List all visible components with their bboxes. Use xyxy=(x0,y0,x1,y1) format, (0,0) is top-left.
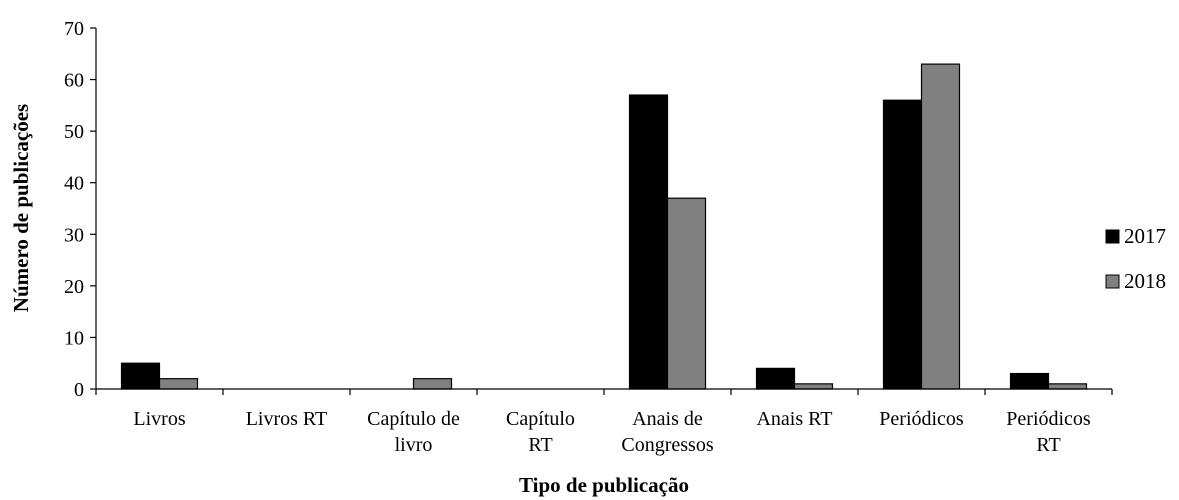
legend-label-2018: 2018 xyxy=(1124,269,1166,293)
bar-2018 xyxy=(666,197,707,390)
x-tick-label-line: Congressos xyxy=(621,434,713,456)
x-tick-label-line: Livros xyxy=(133,408,185,430)
y-tick-label: 0 xyxy=(74,379,84,401)
x-tick-label-line: Capítulo de xyxy=(367,408,460,430)
y-tick-label: 30 xyxy=(64,224,84,246)
legend-swatch-2018 xyxy=(1105,274,1120,289)
x-tick-label-line: Capítulo xyxy=(506,408,575,430)
x-tick-label-line: Anais de xyxy=(632,408,703,430)
y-axis-title: Número de publicações xyxy=(9,104,33,312)
legend-label-2017: 2017 xyxy=(1124,224,1166,248)
x-tick-label-line: Periódicos xyxy=(879,408,964,430)
bar-2018 xyxy=(920,63,961,390)
x-tick-label: Capítulo RT xyxy=(506,408,575,456)
y-axis-ticks: 0 10 20 30 40 50 60 70 xyxy=(64,18,96,401)
y-tick-label: 70 xyxy=(64,18,84,40)
bar-2017 xyxy=(1009,372,1050,390)
y-tick-label: 60 xyxy=(64,70,84,92)
bar-2017 xyxy=(755,367,796,390)
x-tick-label-line: Anais RT xyxy=(756,408,832,430)
bar-2018 xyxy=(793,383,834,390)
bar-2017 xyxy=(120,362,161,390)
y-tick-label: 50 xyxy=(64,121,84,143)
x-tick-label: Periódicos RT xyxy=(1006,408,1091,456)
bar-2018 xyxy=(1047,383,1088,390)
x-tick-label-line: RT xyxy=(528,434,552,456)
x-tick-label-line: Periódicos xyxy=(1006,408,1091,430)
x-tick-label: Anais RT xyxy=(756,408,832,430)
legend-swatch-2017 xyxy=(1105,229,1120,244)
bar-2018 xyxy=(412,378,453,390)
bar-2017 xyxy=(628,94,669,390)
x-tick-label: Capítulo de livro xyxy=(367,408,460,456)
bar-2018 xyxy=(158,378,199,390)
x-tick-label: Periódicos xyxy=(879,408,964,430)
y-tick-label: 20 xyxy=(64,276,84,298)
y-tick-label: 10 xyxy=(64,327,84,349)
x-tick-label: Livros xyxy=(133,408,185,430)
x-axis-ticks: Livros Livros RT Capítulo de livro Capítulo R… xyxy=(95,389,1113,456)
x-tick-label-line: Livros RT xyxy=(246,408,328,430)
x-tick-label-line: livro xyxy=(395,434,433,456)
x-tick-label-line: RT xyxy=(1036,434,1060,456)
y-tick-label: 40 xyxy=(64,173,84,195)
bar-2017 xyxy=(882,99,923,390)
x-tick-label: Livros RT xyxy=(246,408,328,430)
x-tick-label: Anais de Congressos xyxy=(621,408,713,456)
bars-layer xyxy=(120,63,1088,390)
legend: 2017 2018 xyxy=(1105,224,1166,293)
x-axis-title: Tipo de publicação xyxy=(519,473,689,497)
